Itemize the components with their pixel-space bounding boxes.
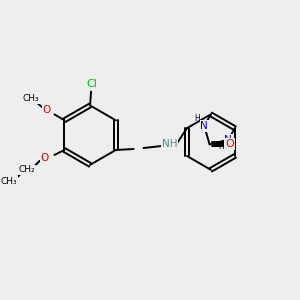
Text: O: O [42, 105, 51, 116]
Text: N: N [224, 135, 232, 145]
Text: NH: NH [161, 139, 177, 149]
Text: CH₃: CH₃ [22, 94, 39, 103]
Text: H: H [218, 142, 224, 151]
Text: H: H [194, 114, 200, 123]
Text: O: O [40, 153, 49, 163]
Text: Cl: Cl [87, 79, 98, 89]
Text: CH₂: CH₂ [18, 165, 35, 174]
Text: N: N [200, 121, 208, 131]
Text: CH₃: CH₃ [1, 177, 17, 186]
Text: O: O [225, 139, 234, 149]
